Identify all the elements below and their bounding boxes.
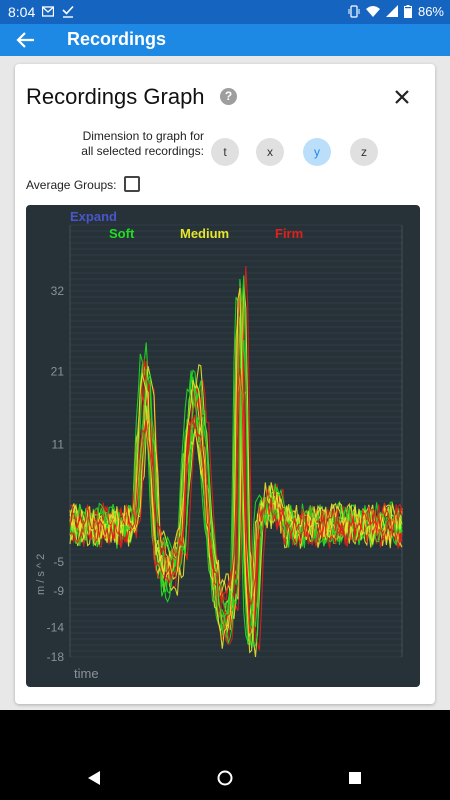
y-tick-label: -9 — [53, 584, 64, 598]
recordings-graph-dialog: Recordings Graph ? Dimension to graph fo… — [15, 64, 435, 704]
battery-icon — [403, 5, 412, 18]
y-tick-label: 21 — [51, 364, 65, 378]
dimension-button-z[interactable]: z — [350, 138, 378, 166]
check-download-icon — [62, 5, 74, 18]
status-bar: 8:04 86% — [0, 0, 450, 24]
y-tick-label: -5 — [53, 555, 64, 569]
recordings-graph: 32 21 11 -5 -9 -14 -18 Expand Soft Medium Firm… — [26, 205, 420, 687]
y-tick-label: 32 — [51, 284, 65, 298]
dimension-label: Dimension to graph for all selected reco… — [59, 129, 204, 159]
signal-icon — [385, 5, 398, 17]
dialog-title: Recordings Graph — [26, 84, 205, 109]
y-axis-label: m / s ^ 2 — [35, 554, 47, 595]
nav-recents-icon[interactable] — [347, 770, 363, 786]
wifi-icon — [365, 6, 380, 17]
system-nav-bar — [0, 710, 450, 800]
x-axis-label: time — [74, 666, 99, 681]
series-line — [69, 275, 403, 647]
dimension-button-y[interactable]: y — [303, 138, 331, 166]
nav-back-icon[interactable] — [86, 770, 102, 786]
arrow-back-icon[interactable] — [14, 28, 38, 52]
average-groups-checkbox[interactable] — [124, 176, 140, 192]
vibrate-icon — [348, 5, 360, 18]
legend-firm: Firm — [275, 226, 303, 241]
expand-link[interactable]: Expand — [70, 209, 117, 224]
y-tick-label: -14 — [47, 621, 65, 635]
nav-home-icon[interactable] — [217, 770, 233, 786]
y-tick-label: -18 — [47, 650, 65, 664]
dimension-label-line1: Dimension to graph for — [82, 129, 204, 143]
battery-percent: 86% — [417, 4, 444, 19]
close-icon[interactable] — [391, 86, 413, 108]
status-time: 8:04 — [8, 4, 36, 20]
dimension-button-x[interactable]: x — [256, 138, 284, 166]
legend-soft: Soft — [109, 226, 135, 241]
series-line — [69, 288, 403, 654]
app-bar-title: Recordings — [67, 29, 167, 49]
gmail-icon — [42, 6, 54, 17]
app-bar: Recordings — [0, 24, 450, 56]
legend-medium: Medium — [180, 226, 229, 241]
dimension-button-t[interactable]: t — [211, 138, 239, 166]
average-groups-label: Average Groups: — [26, 178, 117, 192]
dimension-label-line2: all selected recordings: — [81, 144, 204, 158]
help-icon[interactable]: ? — [220, 88, 237, 105]
series-line — [69, 368, 403, 606]
y-tick-label: 11 — [52, 438, 65, 452]
graph-canvas: 32 21 11 -5 -9 -14 -18 Expand Soft Medium Firm… — [35, 209, 403, 681]
